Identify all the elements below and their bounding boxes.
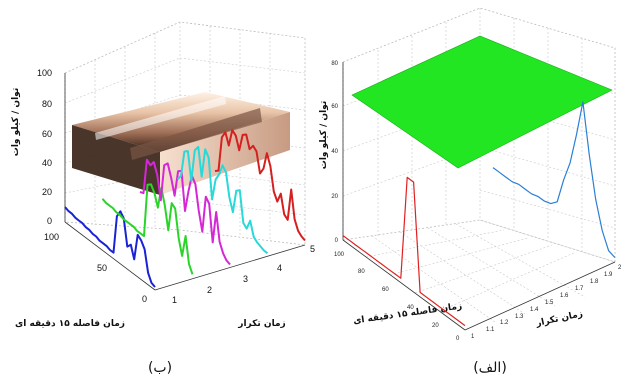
panel-alef-x-tick-1.9: 1.9 [604,272,613,278]
panel-b-z-tick-20: 20 [42,187,52,197]
panel-b-z-tick-40: 40 [42,158,52,168]
alef-series-line-1 [342,176,466,327]
panel-b-caption: (ب) [148,360,172,376]
panel-b: 0 20 40 60 80 100 100 50 0 1 2 3 4 5 توا… [11,21,315,376]
b-series-line-4 [176,145,269,255]
panel-alef-x-tick-1.3: 1.3 [515,314,524,320]
panel-alef-y-tick-80: 80 [358,269,365,275]
panel-b-x-label: زمان تکرار [237,319,285,329]
panel-b-x-tick-3: 3 [243,274,248,284]
b-series-line-1 [64,206,156,288]
panel-b-x-tick-1: 1 [172,295,177,305]
panel-b-series [64,129,306,288]
panel-b-x-tick-2: 2 [207,285,212,295]
panel-b-x-tick-4: 4 [277,263,282,273]
panel-b-z-label: توان / کیلو وات [11,88,21,156]
panel-alef: 0 20 40 60 80 100 80 60 40 20 0 1 1.1 1.… [319,7,622,376]
panel-alef-x-tick-1.8: 1.8 [590,279,599,285]
panel-alef-x-tick-1.6: 1.6 [560,293,569,299]
panel-alef-z-tick-60: 60 [331,104,338,110]
panel-b-y-label: زمان فاصله ۱۵ دقیقه ای [15,319,125,329]
panel-alef-x-tick-2: 2 [618,265,622,271]
panel-b-x-axis [154,244,306,291]
panel-alef-z-tick-0: 0 [335,238,339,244]
panel-b-y-tick-50: 50 [97,263,107,273]
panel-alef-x-axis [464,261,616,331]
panel-alef-x-tick-1.1: 1.1 [486,327,495,333]
panel-alef-z-tick-20: 20 [331,194,338,200]
b-series-line-2 [101,183,194,275]
panel-b-z-tick-100: 100 [37,68,52,78]
panel-alef-z-tick-80: 80 [331,61,338,67]
b-series-line-3 [139,158,231,266]
panel-alef-y-tick-100: 100 [334,252,345,258]
panel-alef-y-tick-60: 60 [382,287,389,293]
panel-alef-y-tick-0: 0 [456,336,460,342]
b-series-line-5 [214,129,306,242]
panel-alef-series [342,101,616,327]
panel-alef-z-tick-40: 40 [331,149,338,155]
panel-alef-x-label: زمان تکرار [534,309,583,329]
panel-b-y-tick-0: 0 [142,294,147,304]
panel-alef-y-tick-40: 40 [407,305,414,311]
panel-alef-y-axis [342,239,466,331]
panel-b-z-tick-0: 0 [47,216,52,226]
panel-b-z-tick-80: 80 [42,99,52,109]
panel-alef-x-tick-1: 1 [471,334,475,340]
panel-b-x-tick-5: 5 [310,244,315,254]
alef-series-line-2 [492,101,616,259]
panel-alef-x-tick-1.4: 1.4 [530,307,539,313]
panel-alef-x-tick-1.7: 1.7 [575,286,584,292]
panel-alef-z-label: توان / کیلو وات [319,101,329,169]
panel-alef-caption: (الف) [473,360,507,376]
panel-b-z-tick-60: 60 [42,129,52,139]
panel-alef-y-tick-20: 20 [432,323,439,329]
panel-alef-x-tick-1.5: 1.5 [545,300,554,306]
panel-b-y-tick-100: 100 [44,232,59,242]
panel-alef-x-tick-1.2: 1.2 [500,320,509,326]
panel-alef-surface [351,35,613,169]
panel-b-y-axis [64,221,156,291]
